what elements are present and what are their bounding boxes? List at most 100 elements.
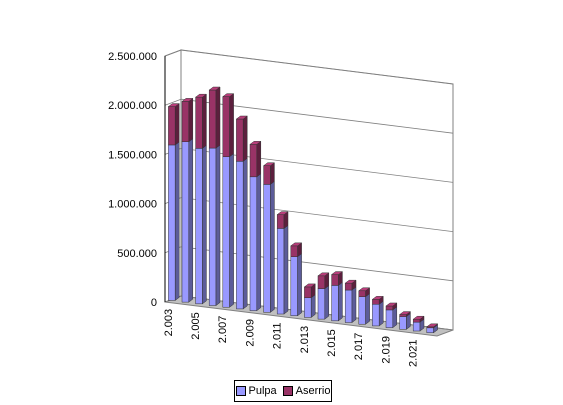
bar-side-pulpa — [188, 138, 194, 303]
bar-aserrio-2.009 — [249, 144, 258, 178]
bar-aserrio-2.012 — [290, 245, 298, 257]
bar-aserrio-2.020 — [399, 314, 407, 317]
gridline-side — [164, 49, 182, 57]
bar-pulpa-2.015 — [331, 285, 339, 322]
bar-pulpa-2.003 — [168, 144, 176, 301]
bar-aserrio-2.011 — [276, 214, 285, 229]
bar-aserrio-2.013 — [304, 286, 312, 298]
bar-top — [181, 98, 194, 102]
bar-side-pulpa — [324, 285, 330, 320]
legend-swatch-aserrio — [282, 386, 293, 396]
bar-side-pulpa — [215, 144, 221, 307]
bar-top — [426, 323, 439, 328]
legend-swatch-pulpa — [235, 386, 246, 396]
bar-pulpa-2.012 — [290, 256, 298, 316]
bar-top — [167, 103, 180, 107]
bar-side-aserrio — [188, 97, 194, 143]
bar-side-pulpa — [283, 224, 289, 315]
x-tick-label: 2.009 — [244, 319, 256, 347]
bar-pulpa-2.017 — [358, 296, 366, 325]
bar-aserrio-2.017 — [358, 290, 366, 297]
bar-side-pulpa — [365, 293, 370, 325]
y-tick-label: 2.000.000 — [108, 100, 157, 112]
y-tick-label: 0 — [151, 297, 157, 309]
x-tick-label: 2.005 — [190, 312, 202, 340]
bar-pulpa-2.010 — [263, 184, 271, 313]
x-tick-label: 2.003 — [163, 309, 175, 337]
bar-aserrio-2.016 — [344, 282, 353, 291]
bar-top — [290, 242, 303, 247]
legend-label-pulpa: Pulpa — [248, 385, 277, 397]
bar-pulpa-2.009 — [249, 176, 258, 311]
bar-top — [330, 271, 344, 275]
x-tick-label: 2.011 — [272, 322, 284, 349]
bar-aserrio-2.021 — [412, 318, 421, 323]
bar-aserrio-2.003 — [168, 106, 176, 146]
bar-top — [208, 86, 221, 91]
bar-aserrio-2.006 — [208, 89, 217, 149]
bar-pulpa-2.005 — [195, 148, 203, 305]
bar-pulpa-2.006 — [208, 147, 217, 306]
bar-top — [344, 279, 357, 284]
bar-top — [371, 296, 384, 300]
bar-aserrio-2.014 — [317, 275, 326, 289]
bar-pulpa-2.011 — [276, 228, 285, 315]
bar-top — [398, 311, 412, 315]
bar-side-pulpa — [351, 286, 357, 324]
bar-top — [358, 287, 371, 292]
bar-top — [194, 93, 208, 98]
bar-side-pulpa — [297, 253, 302, 317]
bar-side-pulpa — [392, 306, 398, 329]
legend-item-aserrio: Aserrio — [282, 385, 331, 397]
bar-top — [303, 283, 316, 288]
bar-aserrio-2.018 — [372, 299, 380, 305]
bar-pulpa-2.016 — [344, 289, 353, 323]
bar-top — [249, 141, 262, 145]
bar-top — [385, 302, 398, 307]
bar-top — [262, 162, 276, 166]
bar-top — [317, 272, 330, 277]
y-tick-label: 1.500.000 — [108, 149, 157, 161]
bar-aserrio-2.015 — [331, 274, 339, 286]
legend-label-aserrio: Aserrio — [295, 385, 331, 397]
bar-pulpa-2.013 — [304, 297, 312, 318]
bar-side-aserrio — [270, 162, 275, 185]
y-tick-label: 2.500.000 — [108, 51, 157, 63]
bar-pulpa-2.021 — [412, 321, 421, 332]
bar-top — [276, 211, 289, 215]
bar-pulpa-2.022 — [426, 327, 434, 333]
bar-side-pulpa — [256, 173, 262, 312]
bar-side-pulpa — [310, 294, 316, 318]
y-tick-label: 1.000.000 — [108, 199, 157, 211]
bar-pulpa-2.004 — [181, 141, 190, 303]
x-tick-label: 2.017 — [353, 333, 365, 361]
bar-pulpa-2.014 — [317, 288, 326, 320]
bar-pulpa-2.018 — [372, 304, 380, 327]
legend-item-pulpa: Pulpa — [235, 385, 277, 397]
bar-aserrio-2.019 — [385, 305, 394, 311]
x-tick-label: 2.015 — [326, 329, 338, 357]
bar-side-pulpa — [202, 144, 207, 305]
bar-side-pulpa — [242, 157, 248, 310]
bar-side-pulpa — [378, 300, 384, 327]
bar-pulpa-2.019 — [385, 309, 394, 328]
gridline — [180, 49, 454, 85]
gridline-side — [164, 98, 182, 106]
x-tick-label: 2.019 — [380, 336, 392, 364]
bar-side-pulpa — [270, 180, 275, 313]
bar-aserrio-2.008 — [236, 118, 244, 162]
bar-side-pulpa — [229, 153, 234, 308]
bar-side-aserrio — [256, 140, 262, 178]
bar-side-pulpa — [174, 141, 180, 301]
chart-legend: Pulpa Aserrio — [234, 380, 332, 402]
bar-aserrio-2.005 — [195, 96, 203, 149]
bar-side-aserrio — [229, 93, 234, 158]
bar-pulpa-2.020 — [399, 316, 407, 330]
bar-side-aserrio — [215, 86, 221, 149]
bar-side-aserrio — [174, 103, 180, 146]
bar-pulpa-2.008 — [236, 161, 244, 310]
bar-aserrio-2.010 — [263, 165, 271, 185]
bar-side-pulpa — [338, 281, 343, 322]
x-tick-label: 2.013 — [299, 326, 311, 354]
